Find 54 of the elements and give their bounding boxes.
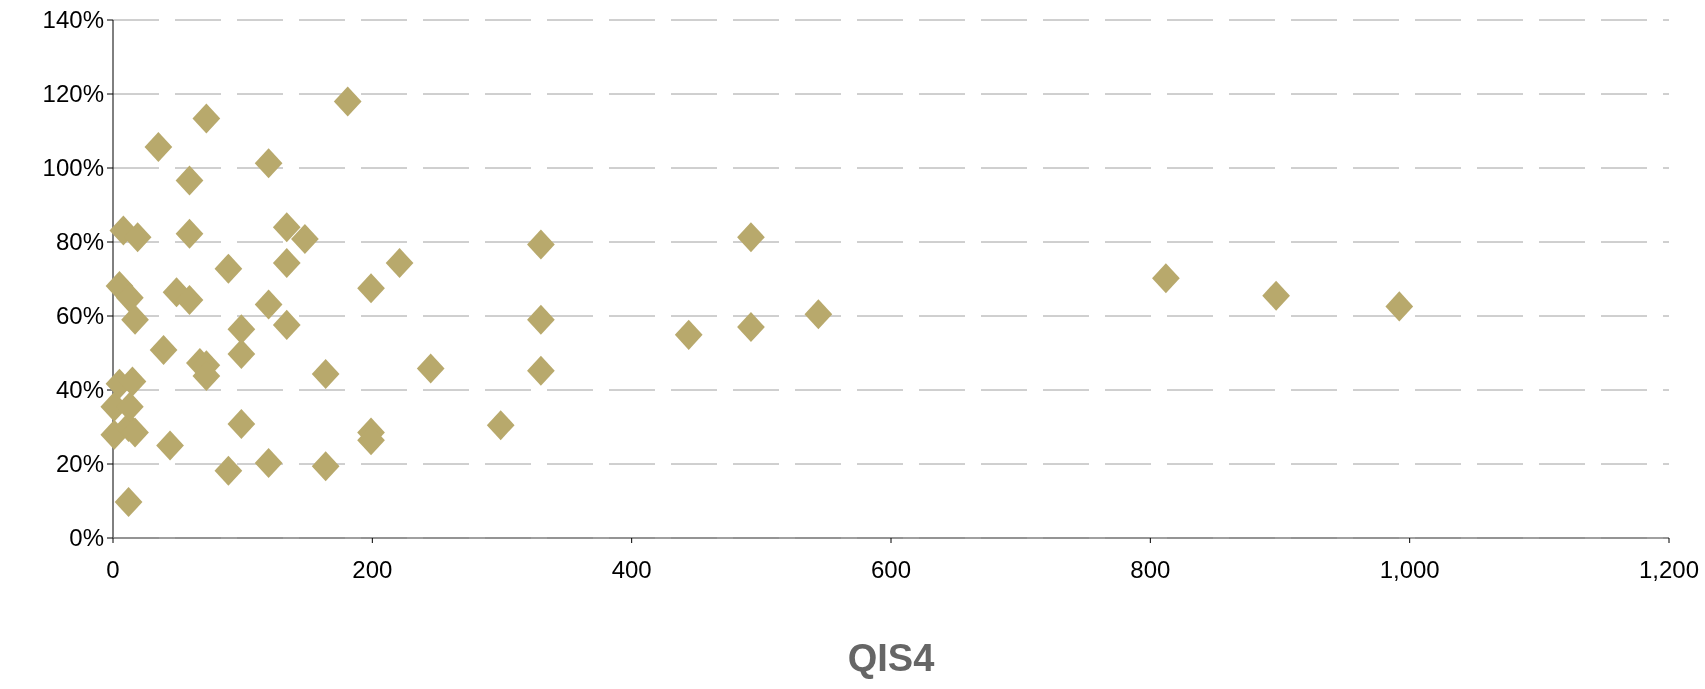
point <box>291 224 319 255</box>
point <box>254 447 283 478</box>
point <box>1152 263 1180 294</box>
point <box>737 312 765 343</box>
point <box>116 282 144 313</box>
point <box>254 148 283 179</box>
point <box>254 289 283 320</box>
y-tick-label: 140% <box>42 6 104 34</box>
x-tick-label: 800 <box>1130 556 1171 583</box>
x-tick-label: 400 <box>611 556 652 583</box>
point <box>175 165 204 196</box>
point <box>333 86 362 117</box>
x-tick-label: 0 <box>106 556 120 583</box>
point <box>486 410 515 441</box>
point <box>272 212 301 243</box>
point <box>527 355 555 386</box>
point <box>227 314 256 345</box>
y-tick-label: 80% <box>55 228 104 256</box>
x-tick-label: 200 <box>352 556 393 583</box>
y-tick-label: 120% <box>42 80 104 108</box>
point <box>156 430 184 461</box>
point <box>227 409 256 440</box>
y-tick-label: 40% <box>55 376 104 404</box>
x-tick-label: 1,000 <box>1379 556 1440 583</box>
point <box>272 309 301 340</box>
point <box>674 319 703 350</box>
point <box>737 222 765 253</box>
point <box>527 229 555 260</box>
x-tick-label: 600 <box>870 556 912 583</box>
x-axis-title: QIS4 <box>847 637 935 679</box>
point <box>114 487 143 518</box>
point <box>385 248 414 279</box>
point <box>144 131 173 162</box>
point <box>1385 291 1414 322</box>
point <box>357 273 385 304</box>
point <box>1262 280 1290 311</box>
y-tick-label: 60% <box>55 302 104 330</box>
point <box>804 299 833 330</box>
point <box>149 335 178 366</box>
point <box>311 359 340 390</box>
point <box>227 339 256 370</box>
y-tick-label: 20% <box>55 450 104 478</box>
point <box>121 304 149 335</box>
y-tick-label: 0% <box>69 524 104 552</box>
point <box>214 455 243 486</box>
point <box>192 103 221 134</box>
point <box>527 304 555 335</box>
y-tick-label: 100% <box>42 154 104 182</box>
point <box>311 451 340 482</box>
point <box>175 218 204 249</box>
point <box>214 253 243 284</box>
x-tick-label: 1,200 <box>1638 556 1700 583</box>
point <box>416 353 445 384</box>
point <box>272 248 301 279</box>
